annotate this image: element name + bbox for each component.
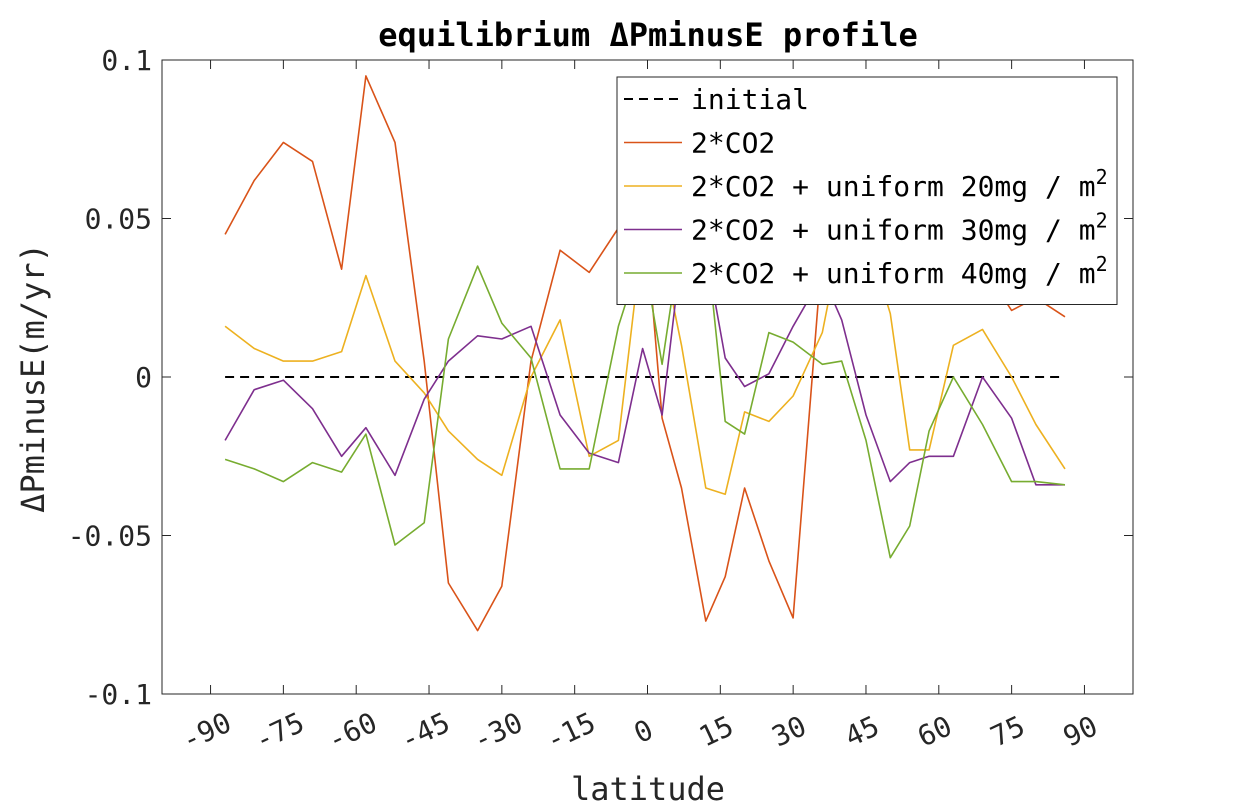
y-axis-label: ΔPminusE(m/yr) xyxy=(14,243,52,513)
legend-box xyxy=(616,76,1118,305)
legend-label: initial xyxy=(691,83,809,116)
legend-label: 2*CO2 xyxy=(691,127,775,160)
y-tick-label: 0 xyxy=(135,361,152,394)
legend-label-superscript: 2 xyxy=(1096,209,1108,233)
legend-label-superscript: 2 xyxy=(1096,252,1108,276)
y-axis-ticks: -0.1 -0.05 0 0.05 0.1 xyxy=(68,44,1133,711)
x-axis-label: latitude xyxy=(571,770,725,808)
legend-label-text: initial xyxy=(691,83,809,116)
y-tick-label: -0.1 xyxy=(85,678,152,711)
legend-label-text: 2*CO2 + uniform 40mg / m xyxy=(691,257,1096,290)
legend-label: 2*CO2 + uniform 40mg / m2 xyxy=(691,252,1108,290)
legend-label-text: 2*CO2 + uniform 30mg / m xyxy=(691,214,1096,247)
y-tick-label: 0.1 xyxy=(101,44,152,77)
y-tick-label: 0.05 xyxy=(85,203,152,236)
legend-label: 2*CO2 + uniform 30mg / m2 xyxy=(691,209,1108,247)
chart-title: equilibrium ΔPminusE profile xyxy=(378,16,917,54)
legend-label-text: 2*CO2 xyxy=(691,127,775,160)
legend-label-text: 2*CO2 + uniform 20mg / m xyxy=(691,170,1096,203)
series-line xyxy=(224,249,1065,486)
legend-label-superscript: 2 xyxy=(1096,165,1108,189)
y-tick-label: -0.05 xyxy=(68,520,152,553)
legend-label: 2*CO2 + uniform 20mg / m2 xyxy=(691,165,1108,203)
